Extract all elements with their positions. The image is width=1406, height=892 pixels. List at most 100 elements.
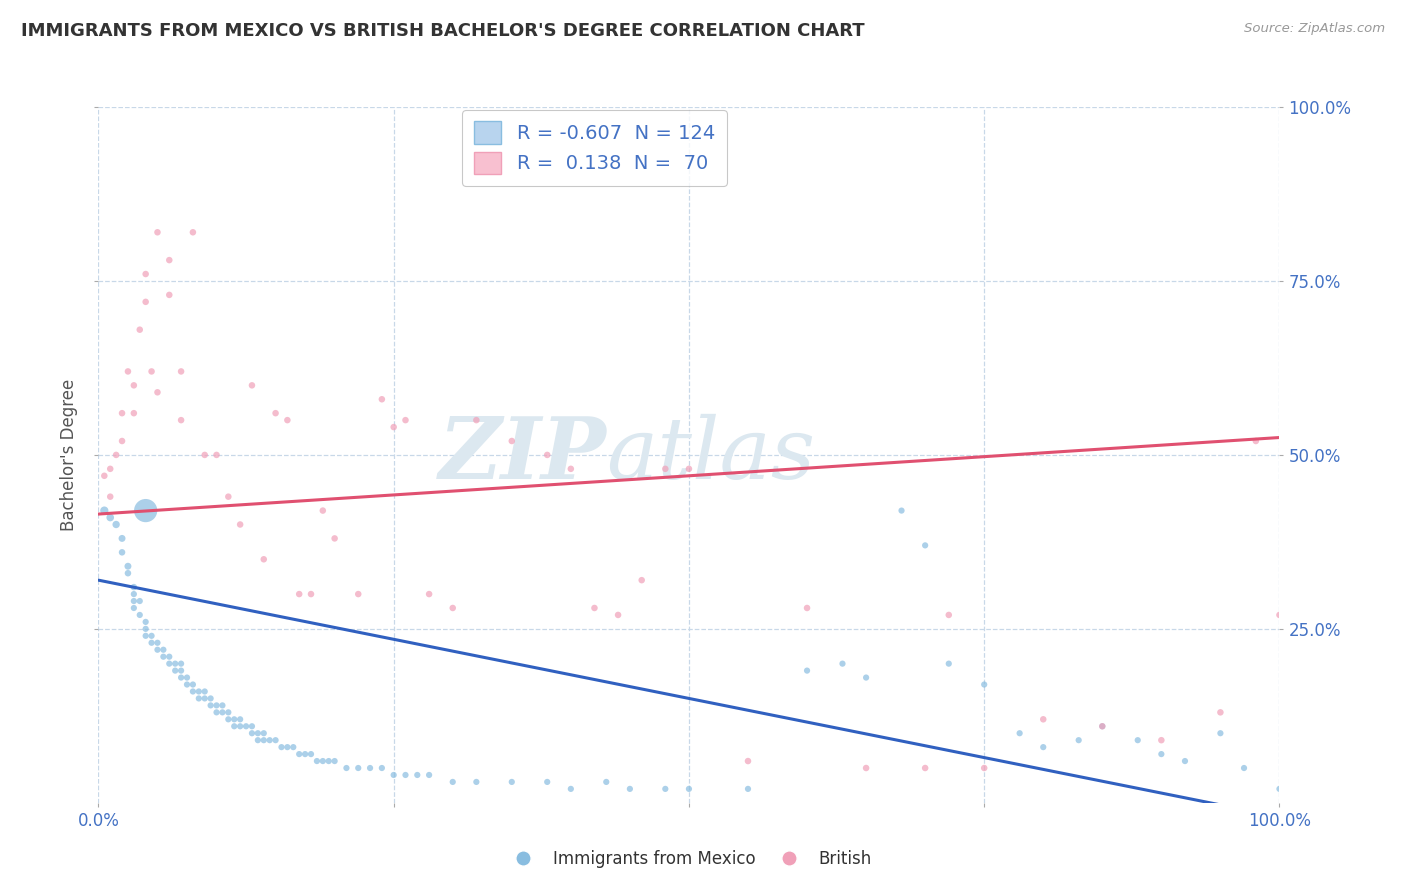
Text: Source: ZipAtlas.com: Source: ZipAtlas.com — [1244, 22, 1385, 36]
Point — [619, 781, 641, 796]
Point — [914, 538, 936, 552]
Point — [1067, 733, 1090, 747]
Point — [235, 719, 257, 733]
Point — [855, 671, 877, 685]
Legend: Immigrants from Mexico, British: Immigrants from Mexico, British — [499, 843, 879, 874]
Point — [312, 503, 335, 517]
Point — [170, 413, 193, 427]
Point — [973, 761, 995, 775]
Point — [111, 545, 134, 559]
Point — [318, 754, 340, 768]
Point — [128, 594, 150, 608]
Point — [394, 413, 416, 427]
Point — [305, 754, 328, 768]
Point — [288, 747, 311, 761]
Point — [165, 664, 187, 678]
Point — [240, 726, 263, 740]
Point — [181, 677, 204, 691]
Point — [1008, 726, 1031, 740]
Point — [323, 754, 346, 768]
Point — [796, 664, 818, 678]
Point — [1233, 761, 1256, 775]
Point — [146, 385, 169, 400]
Point — [217, 490, 239, 504]
Point — [122, 378, 145, 392]
Point — [607, 607, 630, 622]
Point — [1244, 434, 1267, 448]
Text: IMMIGRANTS FROM MEXICO VS BRITISH BACHELOR'S DEGREE CORRELATION CHART: IMMIGRANTS FROM MEXICO VS BRITISH BACHEL… — [21, 22, 865, 40]
Point — [98, 462, 121, 476]
Point — [299, 747, 322, 761]
Point — [194, 448, 217, 462]
Y-axis label: Bachelor's Degree: Bachelor's Degree — [60, 379, 79, 531]
Point — [105, 517, 128, 532]
Point — [560, 781, 582, 796]
Point — [152, 642, 174, 657]
Point — [501, 434, 523, 448]
Point — [122, 580, 145, 594]
Point — [229, 712, 252, 726]
Point — [122, 406, 145, 420]
Point — [176, 677, 198, 691]
Point — [135, 503, 157, 517]
Point — [406, 768, 429, 782]
Point — [294, 747, 316, 761]
Point — [170, 364, 193, 378]
Point — [382, 420, 405, 434]
Point — [93, 503, 115, 517]
Point — [253, 726, 276, 740]
Point — [211, 698, 233, 713]
Point — [441, 601, 464, 615]
Point — [394, 768, 416, 782]
Point — [914, 761, 936, 775]
Point — [630, 573, 652, 587]
Point — [152, 649, 174, 664]
Point — [224, 719, 246, 733]
Point — [347, 587, 370, 601]
Point — [276, 413, 298, 427]
Point — [141, 636, 163, 650]
Point — [205, 448, 228, 462]
Point — [938, 657, 960, 671]
Point — [1032, 740, 1054, 755]
Point — [157, 657, 180, 671]
Point — [111, 532, 134, 546]
Point — [117, 566, 139, 581]
Point — [1150, 747, 1173, 761]
Point — [170, 671, 193, 685]
Point — [299, 587, 322, 601]
Point — [157, 253, 180, 268]
Point — [465, 413, 488, 427]
Point — [831, 657, 853, 671]
Point — [146, 225, 169, 239]
Point — [229, 517, 252, 532]
Point — [176, 671, 198, 685]
Point — [135, 629, 157, 643]
Point — [259, 733, 281, 747]
Point — [135, 294, 157, 309]
Point — [253, 552, 276, 566]
Point — [323, 532, 346, 546]
Point — [229, 719, 252, 733]
Point — [240, 719, 263, 733]
Point — [200, 691, 222, 706]
Point — [194, 684, 217, 698]
Point — [246, 733, 269, 747]
Text: ZIP: ZIP — [439, 413, 606, 497]
Point — [737, 754, 759, 768]
Point — [418, 768, 440, 782]
Point — [536, 775, 558, 789]
Point — [200, 698, 222, 713]
Point — [98, 510, 121, 524]
Point — [335, 761, 357, 775]
Point — [117, 364, 139, 378]
Point — [678, 781, 700, 796]
Point — [583, 601, 606, 615]
Point — [855, 761, 877, 775]
Point — [111, 406, 134, 420]
Point — [973, 677, 995, 691]
Point — [536, 448, 558, 462]
Point — [501, 775, 523, 789]
Point — [465, 775, 488, 789]
Point — [217, 712, 239, 726]
